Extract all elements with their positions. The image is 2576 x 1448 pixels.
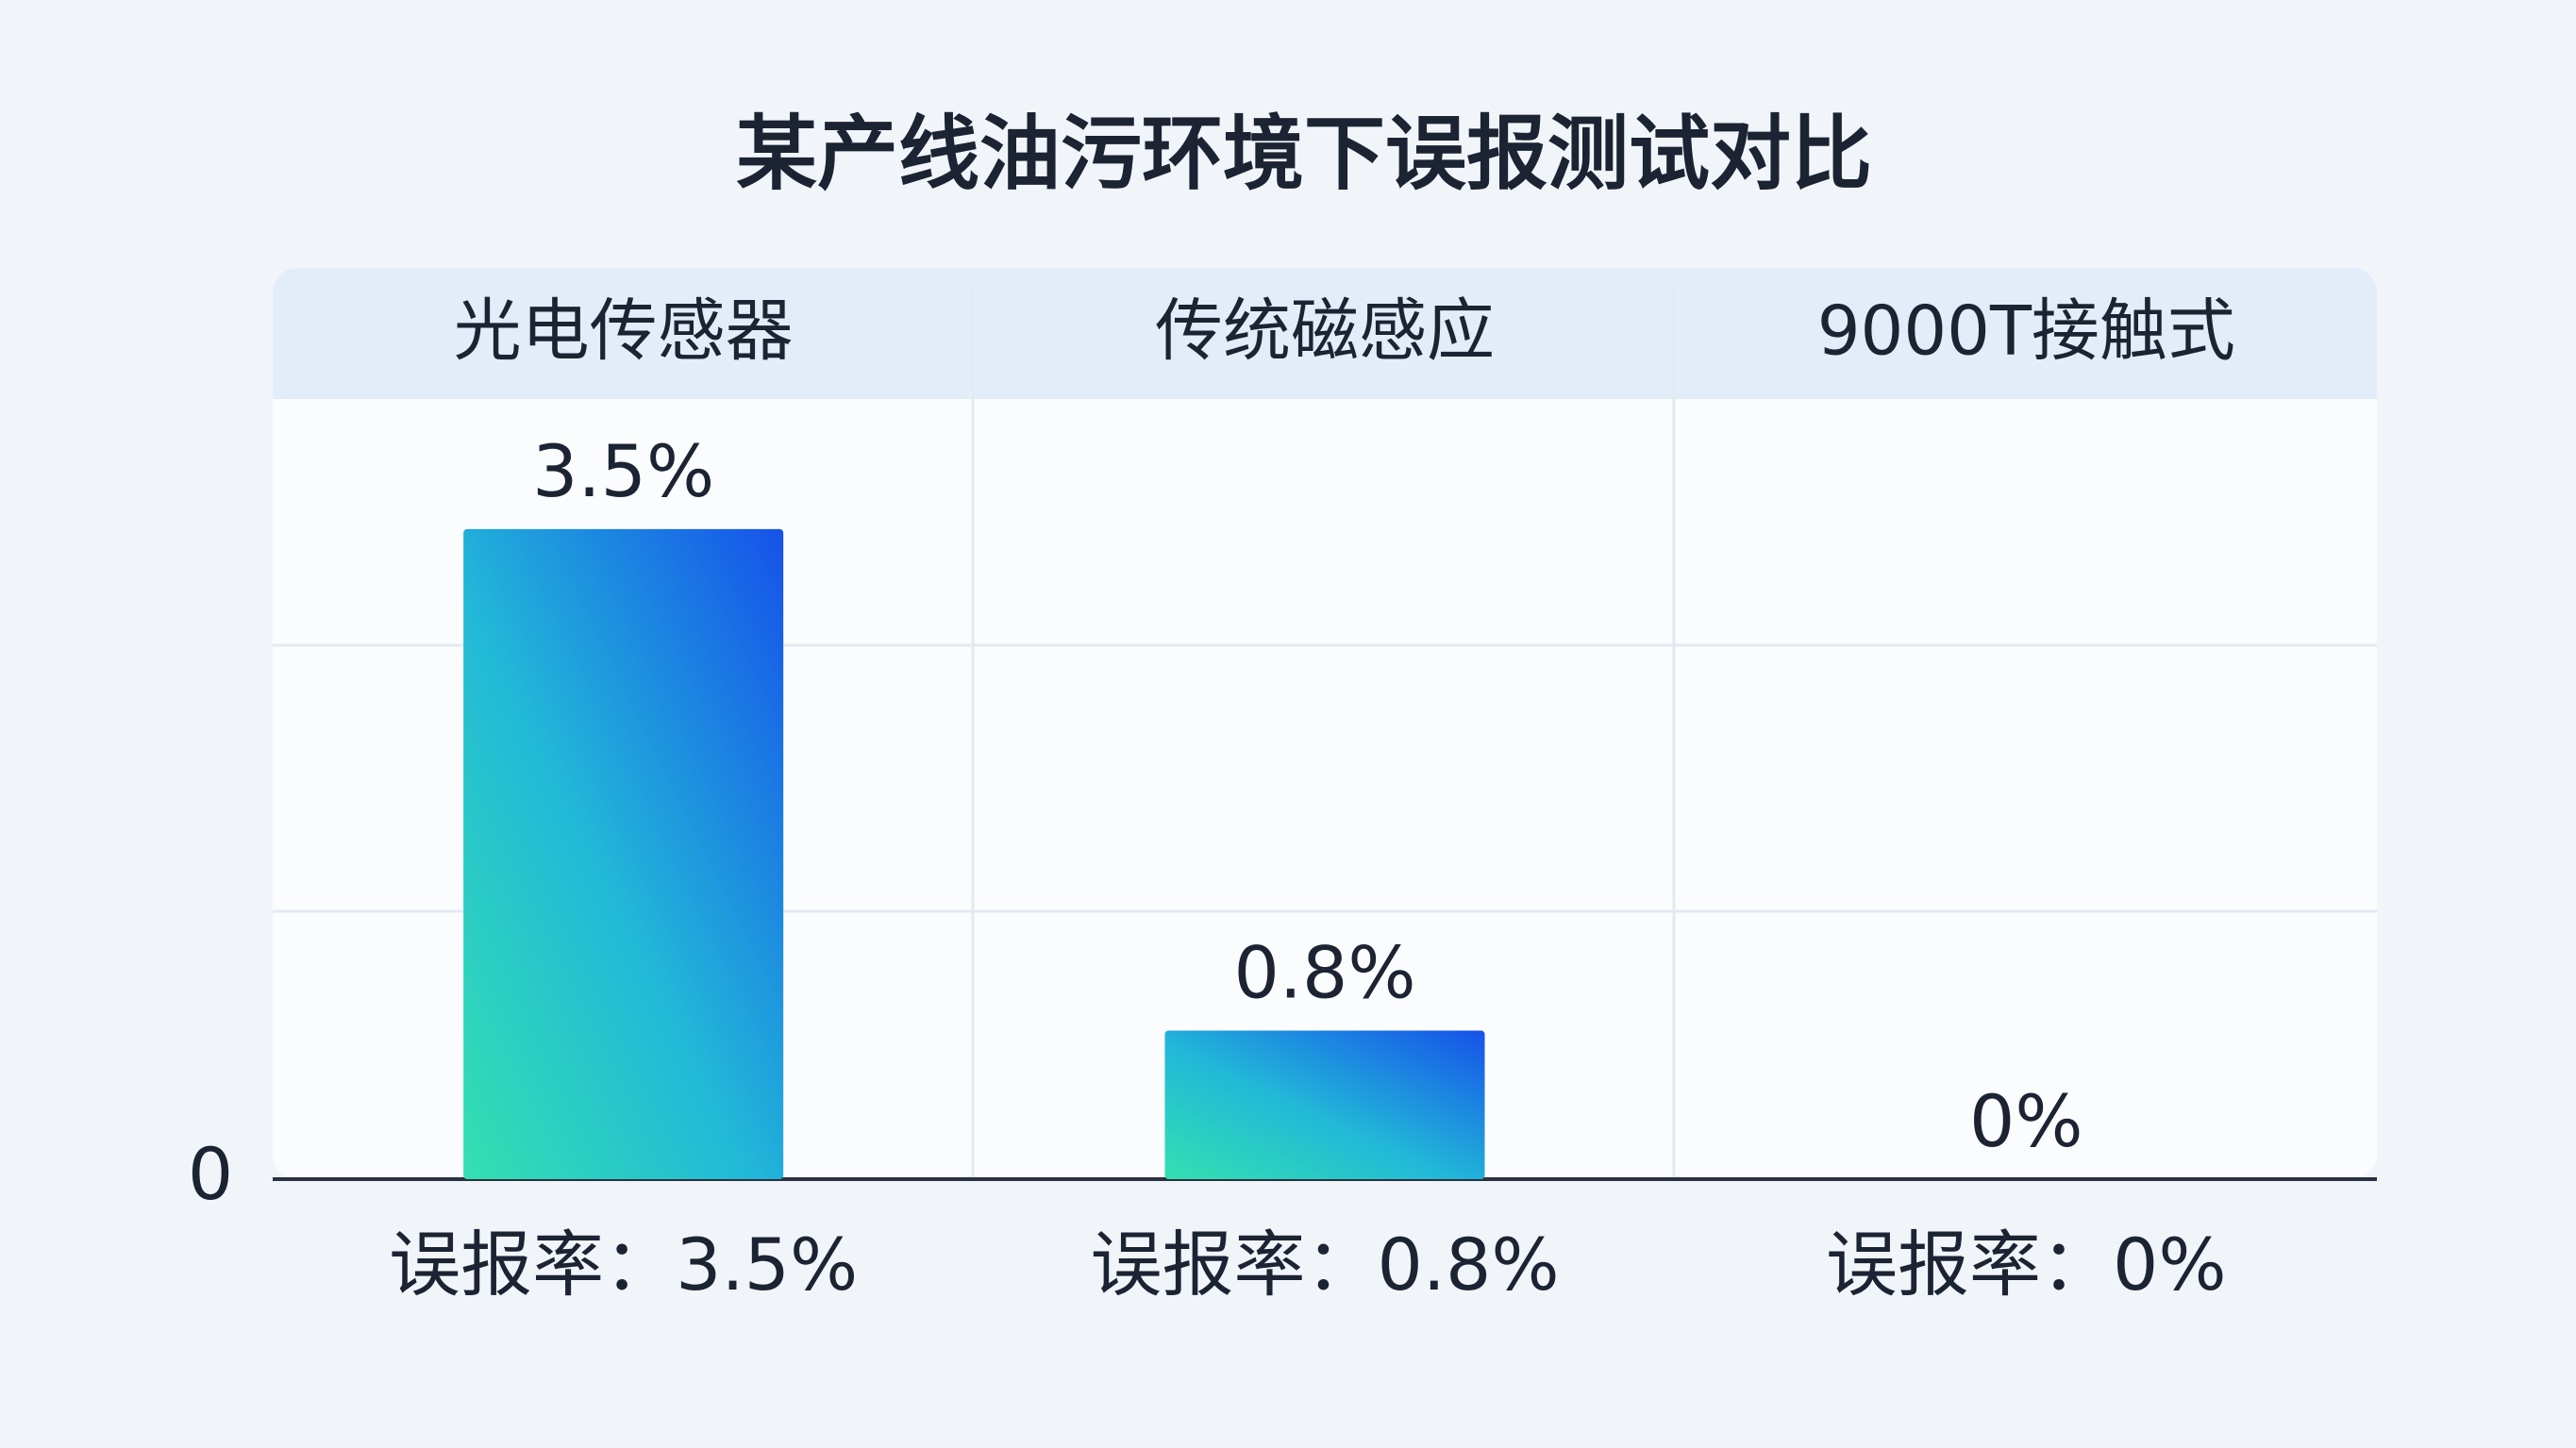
bottom-label: 误报率：3.5% (389, 1223, 858, 1307)
value-label: 0% (1969, 1079, 2083, 1163)
bottom-label: 误报率：0.8% (1090, 1223, 1559, 1307)
value-label: 0.8% (1233, 930, 1415, 1014)
category-label: 光电传感器 (454, 291, 794, 371)
category-label: 传统磁感应 (1155, 291, 1495, 371)
chart-title: 某产线油污环境下误报测试对比 (736, 107, 1872, 201)
header-band (273, 268, 2377, 399)
bottom-label: 误报率：0% (1826, 1223, 2227, 1307)
bar (463, 528, 784, 1179)
y-tick-label: 0 (188, 1132, 233, 1216)
category-label: 9000T接触式 (1817, 291, 2235, 371)
bar (1164, 1030, 1485, 1179)
panel (273, 268, 2377, 1179)
value-label: 3.5% (532, 429, 714, 513)
